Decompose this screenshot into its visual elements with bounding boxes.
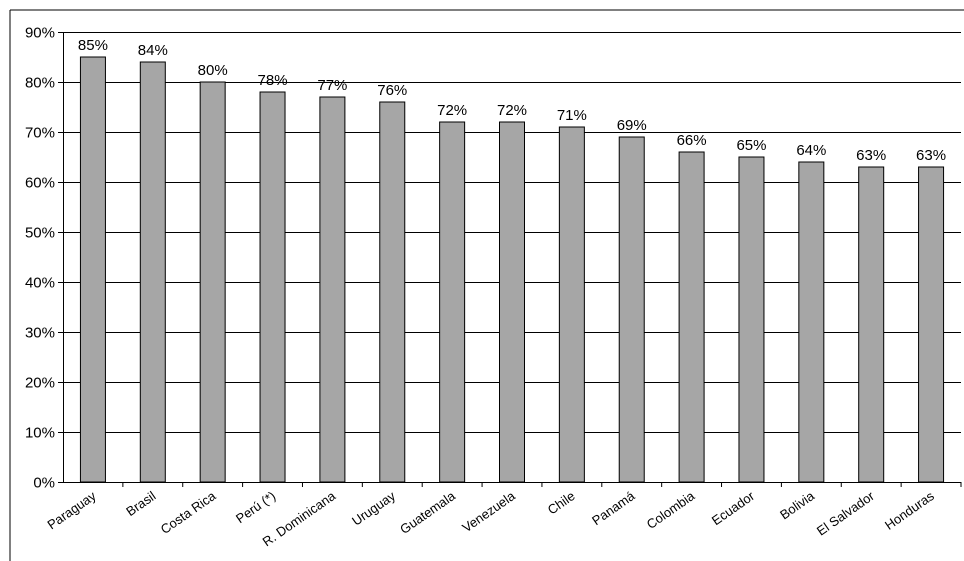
x-tick-label: Uruguay (349, 488, 398, 529)
y-tick-label: 50% (25, 225, 55, 242)
y-axis: 0% 10% 20% 30% 40% 50% 60% 70% 80% 90% (25, 25, 64, 492)
x-tick-label: Ecuador (709, 488, 758, 528)
x-tick-label: Paraguay (44, 488, 99, 532)
bar (738, 156, 765, 483)
bar (798, 161, 825, 483)
data-label: 72% (437, 102, 467, 119)
bar (858, 166, 885, 483)
data-label: 78% (258, 72, 288, 89)
bar (79, 56, 106, 483)
x-tick-label: Honduras (882, 488, 937, 533)
x-tick-label: Bolivia (777, 488, 818, 523)
data-label: 63% (856, 147, 886, 164)
x-axis: Paraguay Brasil Costa Rica Perú (*)R. Domin… (44, 482, 962, 549)
bar (259, 91, 286, 483)
data-label: 77% (317, 77, 347, 94)
y-tick-label: 0% (33, 475, 55, 492)
x-tick-label: Panamá (589, 488, 638, 529)
bar (139, 61, 166, 483)
x-tick-label: Colombia (644, 488, 698, 532)
data-labels: 85% 84% 80% 78% 77% 76% 72% 72% 71% 69% 66% 65% 64% 6… (78, 37, 946, 164)
y-tick-label: 70% (25, 125, 55, 142)
bar (678, 151, 705, 483)
data-label: 84% (138, 42, 168, 59)
x-tick-label: El Salvador (814, 488, 878, 539)
y-tick-label: 10% (25, 425, 55, 442)
y-tick-label: 80% (25, 75, 55, 92)
data-label: 64% (796, 142, 826, 159)
data-label: 76% (377, 82, 407, 99)
data-label: 85% (78, 37, 108, 54)
bar (618, 136, 645, 483)
x-tick-label: Costa Rica (158, 488, 219, 537)
y-tick-label: 90% (25, 25, 55, 42)
data-label: 65% (736, 137, 766, 154)
bar (918, 166, 945, 483)
bar (379, 101, 406, 483)
bar (199, 81, 226, 483)
y-tick-label: 40% (25, 275, 55, 292)
y-tick-label: 20% (25, 375, 55, 392)
x-tick-label: Venezuela (459, 488, 518, 536)
bar (499, 121, 525, 483)
x-tick-label: Chile (545, 488, 578, 517)
y-tick-label: 30% (25, 325, 55, 342)
x-tick-label: Guatemala (397, 488, 458, 537)
data-label: 66% (677, 132, 707, 149)
bar (439, 121, 466, 483)
bar (558, 126, 585, 483)
bars (79, 56, 945, 483)
x-tick-label: Brasil (123, 488, 158, 519)
x-tick-label: Perú (*) (233, 488, 278, 526)
data-label: 69% (617, 117, 647, 134)
data-label: 72% (497, 102, 527, 119)
y-tick-label: 60% (25, 175, 55, 192)
data-label: 71% (557, 107, 587, 124)
data-label: 63% (916, 147, 946, 164)
bar (319, 96, 346, 483)
data-label: 80% (198, 62, 228, 79)
